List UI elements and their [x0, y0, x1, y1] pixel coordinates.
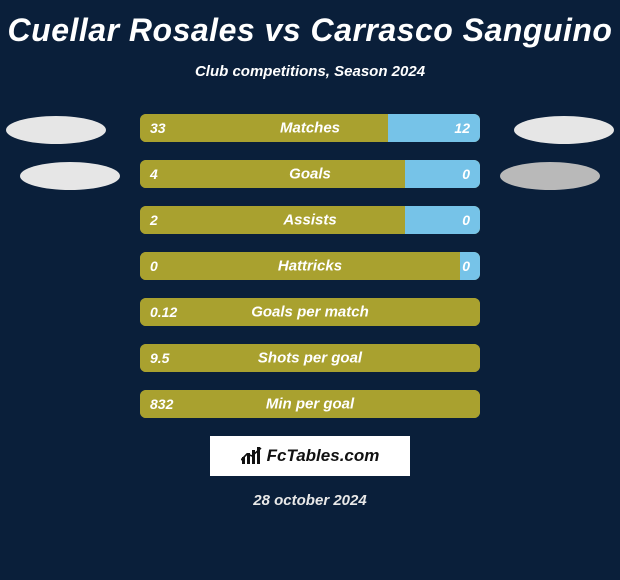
stat-row: Assists20 [140, 206, 480, 234]
page-title: Cuellar Rosales vs Carrasco Sanguino [0, 0, 620, 49]
brand-box: FcTables.com [210, 436, 410, 476]
stat-bar-left [140, 160, 405, 188]
stat-bar-left [140, 252, 460, 280]
stat-bar-left [140, 114, 388, 142]
player-right-badge-1 [514, 116, 614, 144]
stat-bar-left [140, 344, 480, 372]
stat-bar-left [140, 298, 480, 326]
stat-row: Min per goal832 [140, 390, 480, 418]
stat-row: Shots per goal9.5 [140, 344, 480, 372]
chart-icon [241, 447, 263, 465]
stat-bar-right [405, 206, 480, 234]
subtitle: Club competitions, Season 2024 [0, 63, 620, 80]
stat-row: Matches3312 [140, 114, 480, 142]
player-left-badge-1 [6, 116, 106, 144]
brand-text: FcTables.com [267, 446, 380, 466]
stat-bar-right [388, 114, 480, 142]
stat-bar-right [460, 252, 480, 280]
stat-row: Goals per match0.12 [140, 298, 480, 326]
player-right-badge-2 [500, 162, 600, 190]
player-left-badge-2 [20, 162, 120, 190]
stat-bars: Matches3312 Goals40 Assists20 Hattricks00 Go… [140, 114, 480, 418]
comparison-stage: Matches3312 Goals40 Assists20 Hattricks00 Go… [0, 114, 620, 418]
stat-bar-left [140, 206, 405, 234]
stat-row: Goals40 [140, 160, 480, 188]
stat-bar-left [140, 390, 480, 418]
stat-row: Hattricks00 [140, 252, 480, 280]
date-label: 28 october 2024 [0, 492, 620, 509]
stat-bar-right [405, 160, 480, 188]
